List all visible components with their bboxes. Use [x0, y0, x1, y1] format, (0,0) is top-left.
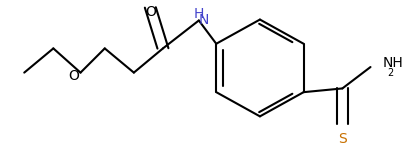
- Text: O: O: [145, 5, 156, 19]
- Text: 2: 2: [386, 68, 392, 78]
- Text: O: O: [68, 69, 79, 83]
- Text: N: N: [198, 14, 208, 27]
- Text: H: H: [193, 7, 203, 21]
- Text: NH: NH: [382, 56, 403, 70]
- Text: S: S: [337, 132, 346, 146]
